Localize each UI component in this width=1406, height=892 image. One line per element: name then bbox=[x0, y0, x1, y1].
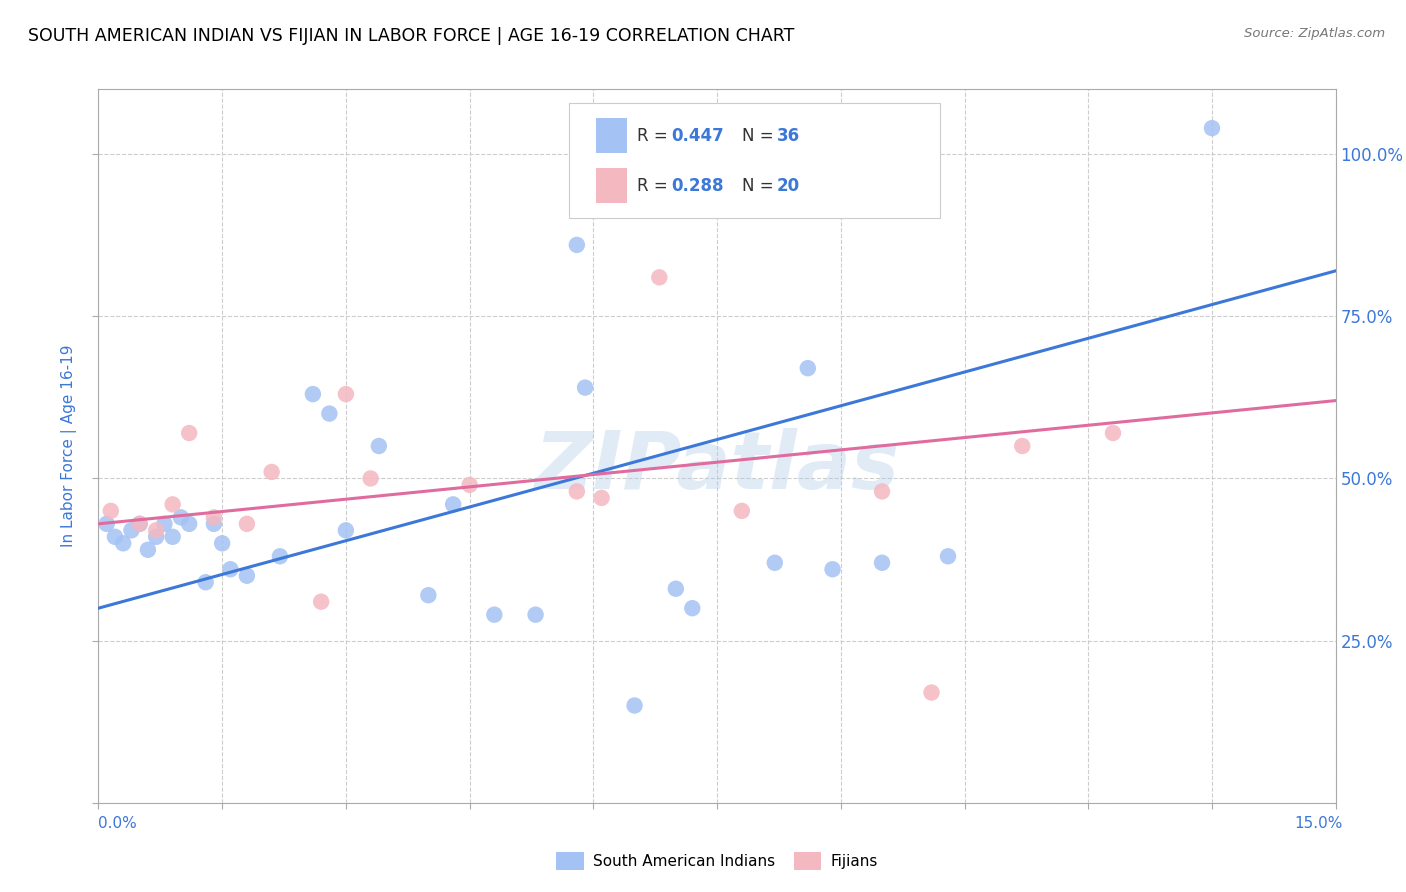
Point bbox=[236, 568, 259, 582]
Point bbox=[335, 387, 357, 401]
Text: 15.0%: 15.0% bbox=[1295, 816, 1343, 831]
Point bbox=[100, 504, 122, 518]
Point bbox=[302, 387, 325, 401]
Text: R =: R = bbox=[637, 127, 672, 145]
Text: 0.288: 0.288 bbox=[671, 177, 724, 194]
Text: 20: 20 bbox=[776, 177, 800, 194]
Point bbox=[96, 516, 118, 531]
Point bbox=[104, 530, 127, 544]
Point bbox=[648, 270, 671, 285]
Legend: South American Indians, Fijians: South American Indians, Fijians bbox=[548, 845, 886, 877]
Point bbox=[367, 439, 389, 453]
Text: SOUTH AMERICAN INDIAN VS FIJIAN IN LABOR FORCE | AGE 16-19 CORRELATION CHART: SOUTH AMERICAN INDIAN VS FIJIAN IN LABOR… bbox=[28, 27, 794, 45]
Point bbox=[870, 556, 893, 570]
Point bbox=[484, 607, 506, 622]
Point bbox=[441, 497, 464, 511]
Point bbox=[524, 607, 547, 622]
Point bbox=[162, 530, 184, 544]
Point bbox=[236, 516, 259, 531]
Point bbox=[120, 524, 142, 538]
Text: 0.0%: 0.0% bbox=[98, 816, 138, 831]
Point bbox=[179, 516, 201, 531]
Point bbox=[936, 549, 959, 564]
Point bbox=[870, 484, 893, 499]
Point bbox=[136, 542, 159, 557]
Point bbox=[565, 238, 588, 252]
Point bbox=[921, 685, 943, 699]
Point bbox=[797, 361, 820, 376]
Point bbox=[202, 510, 225, 524]
Point bbox=[360, 471, 382, 485]
Text: ZIPatlas: ZIPatlas bbox=[534, 428, 900, 507]
Point bbox=[194, 575, 217, 590]
Point bbox=[309, 595, 332, 609]
Point bbox=[260, 465, 283, 479]
Point bbox=[574, 381, 596, 395]
Point bbox=[731, 504, 754, 518]
Point bbox=[418, 588, 440, 602]
Point bbox=[153, 516, 176, 531]
Point bbox=[170, 510, 193, 524]
Point bbox=[763, 556, 786, 570]
Point bbox=[1201, 121, 1223, 136]
Point bbox=[591, 491, 613, 505]
Point bbox=[458, 478, 481, 492]
Point bbox=[665, 582, 688, 596]
Text: 0.447: 0.447 bbox=[671, 127, 724, 145]
Text: Source: ZipAtlas.com: Source: ZipAtlas.com bbox=[1244, 27, 1385, 40]
Point bbox=[145, 530, 167, 544]
Point bbox=[211, 536, 233, 550]
Point bbox=[128, 516, 150, 531]
Point bbox=[681, 601, 703, 615]
Point bbox=[202, 516, 225, 531]
Text: N =: N = bbox=[742, 127, 779, 145]
Point bbox=[623, 698, 645, 713]
Point bbox=[1011, 439, 1033, 453]
Text: R =: R = bbox=[637, 177, 672, 194]
Point bbox=[219, 562, 242, 576]
FancyBboxPatch shape bbox=[596, 168, 627, 203]
Point bbox=[821, 562, 844, 576]
Point bbox=[318, 407, 340, 421]
Text: 36: 36 bbox=[776, 127, 800, 145]
Point bbox=[335, 524, 357, 538]
Point bbox=[1102, 425, 1125, 440]
Point bbox=[162, 497, 184, 511]
FancyBboxPatch shape bbox=[568, 103, 939, 218]
Point bbox=[565, 484, 588, 499]
Point bbox=[112, 536, 135, 550]
Point bbox=[145, 524, 167, 538]
Point bbox=[179, 425, 201, 440]
Y-axis label: In Labor Force | Age 16-19: In Labor Force | Age 16-19 bbox=[60, 344, 77, 548]
Point bbox=[269, 549, 291, 564]
Text: N =: N = bbox=[742, 177, 779, 194]
FancyBboxPatch shape bbox=[596, 118, 627, 153]
Point bbox=[128, 516, 150, 531]
